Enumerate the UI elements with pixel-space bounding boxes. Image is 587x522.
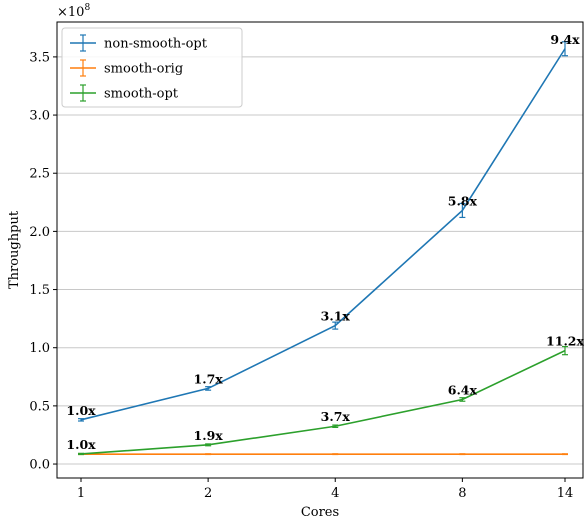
y-tick-label: 2.5 [29,167,50,182]
y-tick-label: 3.0 [29,109,50,124]
data-label-non-smooth-opt: 1.7x [194,371,224,386]
grid-lines [57,56,583,465]
x-axis-label: Cores [301,505,339,520]
y-tick-label: 0.5 [29,399,50,414]
legend-label: non-smooth-opt [104,37,208,52]
error-bar-smooth-orig [205,453,212,456]
legend-entry: smooth-orig [70,59,183,77]
series-lines [78,41,568,456]
data-label-non-smooth-opt: 1.0x [66,403,96,418]
x-tick-label: 8 [458,486,466,501]
error-bar-smooth-opt [562,345,568,356]
legend: non-smooth-opt smooth-orig smooth-opt [61,27,243,108]
error-bar-non-smooth-opt [205,386,212,391]
error-bar-smooth-opt [332,424,339,428]
y-tick-label: 0.0 [29,458,50,473]
y-scale-factor: ×108 [57,3,90,20]
x-tick-label: 2 [204,486,212,501]
error-bar-non-smooth-opt [78,418,84,422]
y-tick-label: 1.0 [29,341,50,356]
y-axis-label: Throughput [7,210,22,289]
y-tick-label: 2.0 [29,225,50,240]
error-bar-non-smooth-opt [459,202,466,219]
x-tick-label: 1 [77,486,85,501]
error-bar-non-smooth-opt [332,321,339,330]
data-label-non-smooth-opt: 3.1x [321,309,351,324]
data-label-non-smooth-opt: 9.4x [550,32,580,47]
data-label-smooth-opt: 11.2x [546,334,584,349]
data-label-smooth-opt: 1.9x [194,428,224,443]
error-bar-smooth-orig [459,453,466,456]
error-bar-smooth-orig [562,453,568,456]
legend-label: smooth-opt [104,87,179,102]
data-labels: 1.0x 1.7x 3.1x 5.8x 9.4x 1.0x 1.9x 3.7x 6.4x 11.2… [66,32,584,452]
legend-label: smooth-orig [104,62,183,77]
error-bar-smooth-opt [78,452,84,456]
data-label-smooth-opt: 6.4x [448,382,478,397]
legend-box [61,27,243,108]
x-tick-label: 14 [557,486,574,501]
plot-frame [56,21,584,479]
data-label-smooth-opt: 3.7x [321,409,351,424]
error-bar-smooth-opt [205,443,212,447]
legend-entry: smooth-opt [70,84,179,102]
error-bar-smooth-opt [459,397,466,402]
x-tick-label: 4 [331,486,339,501]
error-bar-non-smooth-opt [562,41,568,57]
error-bar-smooth-orig [332,453,339,456]
y-tick-label: 1.5 [29,283,50,298]
axis-ticks: 0.0 0.5 1.0 1.5 2.0 2.5 3.0 3.5 1 2 4 8 14 [29,50,573,501]
data-label-non-smooth-opt: 5.8x [448,193,478,208]
data-label-smooth-opt: 1.0x [66,437,96,452]
y-tick-label: 3.5 [29,50,50,65]
legend-entry: non-smooth-opt [70,34,208,52]
